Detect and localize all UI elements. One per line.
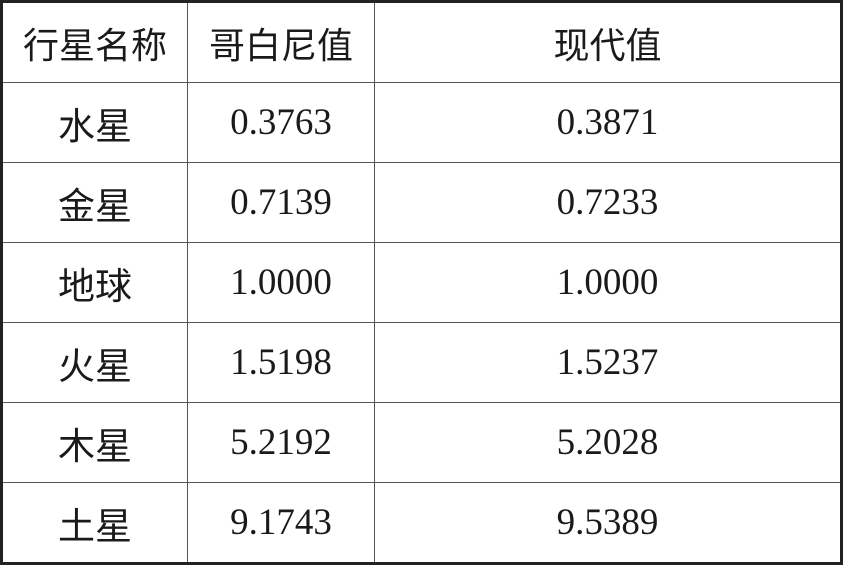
cell-modern-value: 9.5389 [374, 482, 842, 564]
table-row: 火星 1.5198 1.5237 [1, 322, 842, 403]
header-copernicus-value: 哥白尼值 [187, 1, 375, 83]
cell-modern-value: 0.7233 [374, 162, 842, 243]
table-row: 土星 9.1743 9.5389 [1, 482, 842, 564]
cell-copernicus-value: 0.7139 [187, 162, 375, 243]
cell-modern-value: 1.5237 [374, 322, 842, 403]
cell-copernicus-value: 9.1743 [187, 482, 375, 564]
table-row: 金星 0.7139 0.7233 [1, 162, 842, 243]
cell-modern-value: 5.2028 [374, 402, 842, 483]
cell-copernicus-value: 1.5198 [187, 322, 375, 403]
table-row: 木星 5.2192 5.2028 [1, 402, 842, 483]
cell-copernicus-value: 0.3763 [187, 82, 375, 163]
cell-planet-name: 土星 [1, 482, 188, 564]
cell-planet-name: 地球 [1, 242, 188, 323]
cell-copernicus-value: 5.2192 [187, 402, 375, 483]
cell-modern-value: 0.3871 [374, 82, 842, 163]
header-planet-name: 行星名称 [1, 1, 188, 83]
cell-planet-name: 金星 [1, 162, 188, 243]
cell-planet-name: 火星 [1, 322, 188, 403]
header-modern-value: 现代值 [374, 1, 842, 83]
cell-copernicus-value: 1.0000 [187, 242, 375, 323]
cell-planet-name: 水星 [1, 82, 188, 163]
table-row: 地球 1.0000 1.0000 [1, 242, 842, 323]
cell-planet-name: 木星 [1, 402, 188, 483]
cell-modern-value: 1.0000 [374, 242, 842, 323]
table-row: 水星 0.3763 0.3871 [1, 82, 842, 163]
header-row: 行星名称 哥白尼值 现代值 [1, 1, 842, 83]
